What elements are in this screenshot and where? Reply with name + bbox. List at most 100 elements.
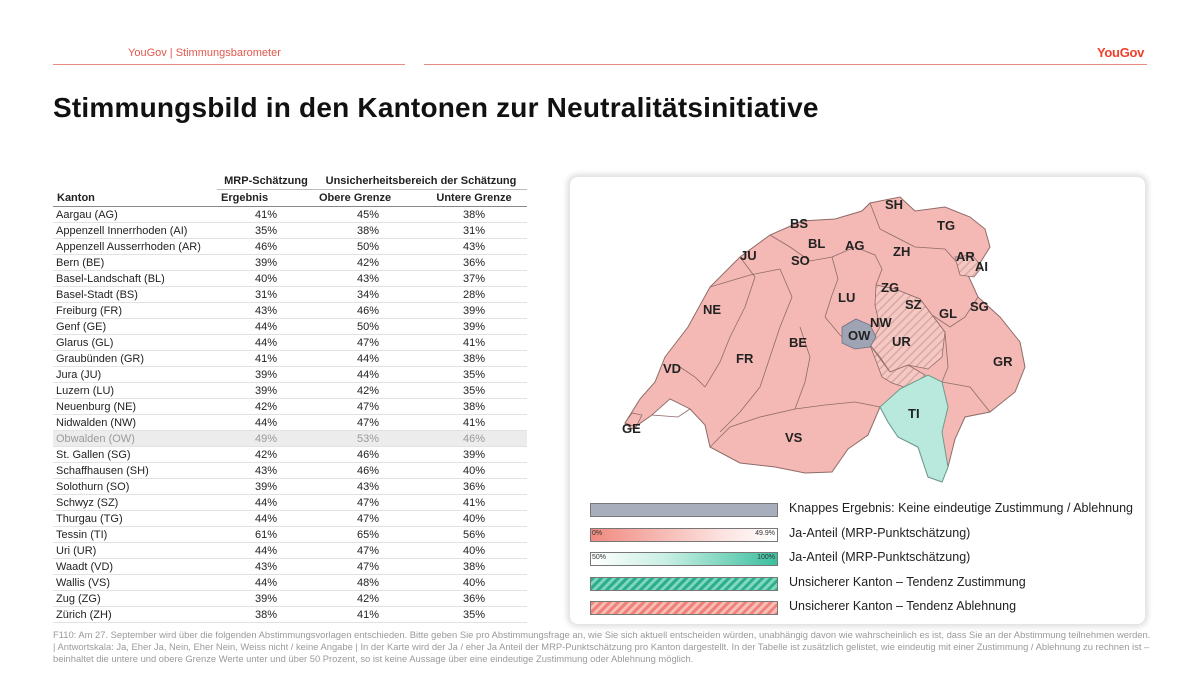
map-label-vd: VD: [663, 361, 681, 376]
cell-kanton: Freiburg (FR): [53, 302, 217, 319]
map-label-gr: GR: [993, 354, 1013, 369]
cell-untere-grenze: 38%: [421, 206, 527, 223]
legend-label-ja-green: Ja-Anteil (MRP-Punktschätzung): [789, 550, 971, 564]
cell-obere-grenze: 47%: [315, 542, 421, 559]
cell-ergebnis: 43%: [217, 558, 315, 575]
cell-untere-grenze: 37%: [421, 270, 527, 287]
cell-ergebnis: 40%: [217, 270, 315, 287]
cell-untere-grenze: 46%: [421, 430, 527, 447]
table-row: Appenzell Innerrhoden (AI) 35% 38% 31%: [53, 222, 527, 239]
cell-untere-grenze: 39%: [421, 302, 527, 319]
cell-ergebnis: 44%: [217, 334, 315, 351]
cell-ergebnis: 49%: [217, 430, 315, 447]
map-label-lu: LU: [838, 290, 855, 305]
cell-untere-grenze: 41%: [421, 494, 527, 511]
table-row: Appenzell Ausserrhoden (AR) 46% 50% 43%: [53, 238, 527, 255]
cell-obere-grenze: 38%: [315, 222, 421, 239]
map-label-bs: BS: [790, 216, 808, 231]
cell-obere-grenze: 47%: [315, 494, 421, 511]
map-label-nw: NW: [870, 315, 892, 330]
map-label-fr: FR: [736, 351, 754, 366]
cell-untere-grenze: 36%: [421, 478, 527, 495]
table-row: Schaffhausen (SH) 43% 46% 40%: [53, 462, 527, 479]
table-row: Bern (BE) 39% 42% 36%: [53, 254, 527, 271]
cell-obere-grenze: 41%: [315, 606, 421, 623]
legend-swatch-red-hatch: [590, 601, 778, 615]
cell-ergebnis: 38%: [217, 606, 315, 623]
table-row: Freiburg (FR) 43% 46% 39%: [53, 302, 527, 319]
group-header-uncertainty: Unsicherheitsbereich der Schätzung: [315, 173, 527, 190]
cell-untere-grenze: 35%: [421, 366, 527, 383]
cell-untere-grenze: 38%: [421, 398, 527, 415]
map-label-ur: UR: [892, 334, 911, 349]
cell-obere-grenze: 65%: [315, 526, 421, 543]
cell-obere-grenze: 42%: [315, 254, 421, 271]
cell-ergebnis: 43%: [217, 302, 315, 319]
table-column-header-row: Kanton Ergebnis Obere Grenze Untere Gren…: [53, 189, 527, 207]
map-label-gl: GL: [939, 306, 957, 321]
cell-obere-grenze: 47%: [315, 510, 421, 527]
cell-ergebnis: 61%: [217, 526, 315, 543]
table-row: Glarus (GL) 44% 47% 41%: [53, 334, 527, 351]
cell-obere-grenze: 43%: [315, 270, 421, 287]
cell-untere-grenze: 38%: [421, 350, 527, 367]
cell-ergebnis: 44%: [217, 318, 315, 335]
cell-kanton: Thurgau (TG): [53, 510, 217, 527]
cell-obere-grenze: 50%: [315, 318, 421, 335]
header-breadcrumb: YouGov | Stimmungsbarometer: [128, 47, 281, 59]
legend-red-scale-min: 0%: [592, 530, 603, 537]
table-row: Zug (ZG) 39% 42% 36%: [53, 590, 527, 607]
cell-ergebnis: 44%: [217, 414, 315, 431]
map-label-ge: GE: [622, 421, 641, 436]
cell-ergebnis: 44%: [217, 542, 315, 559]
map-label-ag: AG: [845, 238, 865, 253]
table-row: Aargau (AG) 41% 45% 38%: [53, 206, 527, 223]
cell-ergebnis: 39%: [217, 590, 315, 607]
cell-kanton: Waadt (VD): [53, 558, 217, 575]
cell-obere-grenze: 46%: [315, 446, 421, 463]
table-row: Genf (GE) 44% 50% 39%: [53, 318, 527, 335]
cell-untere-grenze: 41%: [421, 334, 527, 351]
map-label-zg: ZG: [881, 280, 899, 295]
map-label-ne: NE: [703, 302, 721, 317]
cell-untere-grenze: 35%: [421, 606, 527, 623]
legend-swatch-grey: [590, 503, 778, 517]
map-label-sg: SG: [970, 299, 989, 314]
legend-green-scale-min: 50%: [592, 554, 607, 561]
table-row: Tessin (TI) 61% 65% 56%: [53, 526, 527, 543]
cell-untere-grenze: 31%: [421, 222, 527, 239]
cell-obere-grenze: 34%: [315, 286, 421, 303]
table-row: Waadt (VD) 43% 47% 38%: [53, 558, 527, 575]
cell-untere-grenze: 39%: [421, 318, 527, 335]
table-row: Uri (UR) 44% 47% 40%: [53, 542, 527, 559]
cell-kanton: Schwyz (SZ): [53, 494, 217, 511]
cell-untere-grenze: 40%: [421, 462, 527, 479]
cell-ergebnis: 41%: [217, 350, 315, 367]
cell-kanton: Uri (UR): [53, 542, 217, 559]
cell-kanton: Appenzell Innerrhoden (AI): [53, 222, 217, 239]
table-row: St. Gallen (SG) 42% 46% 39%: [53, 446, 527, 463]
cell-kanton: Bern (BE): [53, 254, 217, 271]
table-row: Luzern (LU) 39% 42% 35%: [53, 382, 527, 399]
cell-obere-grenze: 53%: [315, 430, 421, 447]
table-row: Graubünden (GR) 41% 44% 38%: [53, 350, 527, 367]
column-header-kanton: Kanton: [53, 189, 217, 207]
cell-untere-grenze: 40%: [421, 574, 527, 591]
table-row: Basel-Stadt (BS) 31% 34% 28%: [53, 286, 527, 303]
cell-untere-grenze: 35%: [421, 382, 527, 399]
map-label-ow: OW: [848, 328, 871, 343]
map-label-vs: VS: [785, 430, 803, 445]
map-label-ar: AR: [956, 249, 975, 264]
table-row: Solothurn (SO) 39% 43% 36%: [53, 478, 527, 495]
column-header-untere-grenze: Untere Grenze: [421, 189, 527, 207]
cell-obere-grenze: 45%: [315, 206, 421, 223]
table-row: Jura (JU) 39% 44% 35%: [53, 366, 527, 383]
table-row: Neuenburg (NE) 42% 47% 38%: [53, 398, 527, 415]
cell-obere-grenze: 43%: [315, 478, 421, 495]
cell-obere-grenze: 44%: [315, 366, 421, 383]
cell-kanton: Genf (GE): [53, 318, 217, 335]
cell-ergebnis: 44%: [217, 574, 315, 591]
table-row: Zürich (ZH) 38% 41% 35%: [53, 606, 527, 623]
cell-kanton: Luzern (LU): [53, 382, 217, 399]
group-header-empty: [53, 173, 217, 190]
